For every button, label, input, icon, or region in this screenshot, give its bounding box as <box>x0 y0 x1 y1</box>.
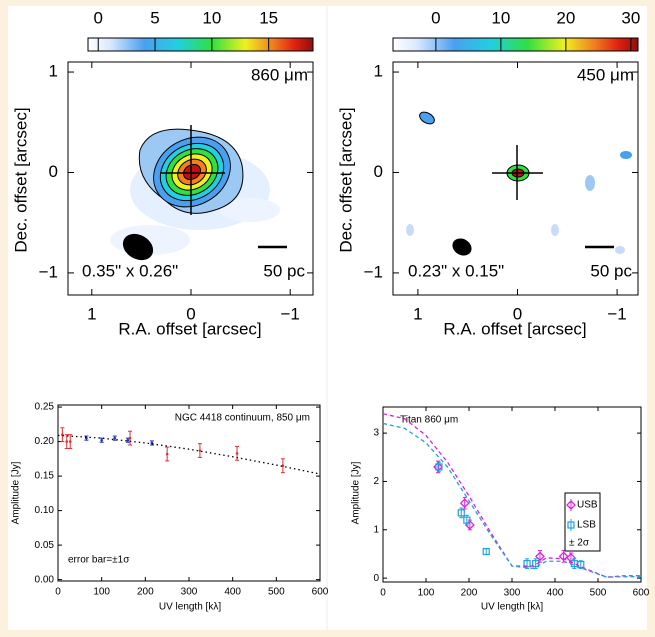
data-point <box>235 452 239 455</box>
data-point <box>482 547 490 556</box>
y-tick-label: 0.15 <box>35 471 55 482</box>
colorbar-tick-label: 20 <box>556 8 575 27</box>
y-tick-label: 0.20 <box>35 436 55 447</box>
x-tick-label: 600 <box>633 588 650 599</box>
x-tick-label: 0 <box>513 304 522 323</box>
x-axis-label: UV length [kλ] <box>481 602 543 613</box>
x-tick-label: 200 <box>461 588 478 599</box>
x-axis-label: R.A. offset [arcsec] <box>443 319 586 338</box>
y-tick-label: 0 <box>374 162 383 181</box>
y-tick-label: 0.05 <box>35 540 55 551</box>
y-tick-label: 2 <box>373 476 379 487</box>
y-tick-label: 1 <box>374 62 383 81</box>
annotation: Titan 860 μm <box>400 415 458 426</box>
x-tick-label: 400 <box>224 587 241 598</box>
annotation: 450 μm <box>577 65 634 84</box>
fit-line <box>57 434 321 475</box>
data-point <box>463 516 471 524</box>
plot-frame <box>57 404 321 582</box>
data-point <box>459 498 470 509</box>
y-tick-label: 0 <box>373 573 379 584</box>
data-point <box>65 440 69 443</box>
x-tick-label: 100 <box>418 588 435 599</box>
colorbar <box>87 37 314 52</box>
annotation: 0.23" x 0.15" <box>408 261 504 280</box>
data-point <box>68 440 72 443</box>
colorbar-tick-label: 0 <box>431 8 440 27</box>
colorbar-tick-label: 15 <box>259 8 278 27</box>
annotation: 0.35" x 0.26" <box>82 261 178 280</box>
y-tick-label: 1 <box>373 524 379 535</box>
colorbar <box>392 37 639 52</box>
x-tick-label: 500 <box>268 587 285 598</box>
colorbar-tick-label: 10 <box>491 8 510 27</box>
plot-frame <box>67 61 314 296</box>
x-tick-label: 600 <box>312 587 329 598</box>
x-axis-label: R.A. offset [arcsec] <box>118 319 261 338</box>
data-point <box>435 463 443 471</box>
legend-label: LSB <box>577 520 596 531</box>
colorbar-tick-label: 30 <box>621 8 640 27</box>
annotation: 50 pc <box>263 261 305 280</box>
data-point <box>113 436 117 440</box>
plot-frame <box>392 61 639 296</box>
y-axis-label: Amplitude [Jy] <box>11 461 22 524</box>
x-axis-label: UV length [kλ] <box>159 602 221 613</box>
legend-note: ± 2σ <box>569 538 590 549</box>
data-point <box>532 560 540 568</box>
x-tick-label: 0 <box>186 304 195 323</box>
annotation: error bar=±1σ <box>68 555 130 566</box>
x-tick-label: 0 <box>380 588 386 599</box>
data-point <box>535 551 545 562</box>
x-tick-label: 1 <box>413 304 422 323</box>
y-tick-label: 0.00 <box>35 574 55 585</box>
y-tick-label: −1 <box>39 262 58 281</box>
colorbar-tick-label: 0 <box>93 8 102 27</box>
annotation: NGC 4418 continuum, 850 μm <box>175 413 310 424</box>
x-tick-label: 300 <box>181 587 198 598</box>
colorbar-tick-label: 10 <box>202 8 221 27</box>
y-axis-label: Dec. offset [arcsec] <box>336 107 355 252</box>
annotation: 860 μm <box>251 65 308 84</box>
map-emission <box>110 125 287 261</box>
x-tick-label: 1 <box>87 304 96 323</box>
x-tick-label: −1 <box>607 304 626 323</box>
x-tick-label: −1 <box>280 304 299 323</box>
y-tick-label: 3 <box>373 428 379 439</box>
plot-frame <box>382 406 642 583</box>
x-tick-label: 300 <box>504 588 521 599</box>
x-tick-label: 0 <box>55 587 61 598</box>
y-tick-label: −1 <box>364 262 383 281</box>
data-point <box>198 449 202 452</box>
data-point <box>165 452 169 456</box>
x-tick-label: 400 <box>547 588 564 599</box>
fit-line <box>382 422 641 578</box>
data-point <box>128 436 132 440</box>
x-tick-label: 500 <box>590 588 607 599</box>
data-point <box>100 438 103 442</box>
map-emission <box>406 111 632 256</box>
data-point <box>281 464 285 468</box>
y-axis-label: Dec. offset [arcsec] <box>11 107 30 252</box>
legend-label: USB <box>577 500 598 511</box>
y-tick-label: 0.10 <box>35 505 55 516</box>
data-point <box>558 551 569 562</box>
colorbar-tick-label: 5 <box>150 8 159 27</box>
x-tick-label: 200 <box>137 587 154 598</box>
y-tick-label: 0.25 <box>35 402 55 413</box>
y-axis-label: Amplitude [Jy] <box>351 461 362 524</box>
y-tick-label: 1 <box>49 62 58 81</box>
annotation: 50 pc <box>590 261 632 280</box>
y-tick-label: 0 <box>49 162 58 181</box>
x-tick-label: 100 <box>93 587 110 598</box>
data-point <box>457 509 465 517</box>
data-point <box>126 438 130 442</box>
